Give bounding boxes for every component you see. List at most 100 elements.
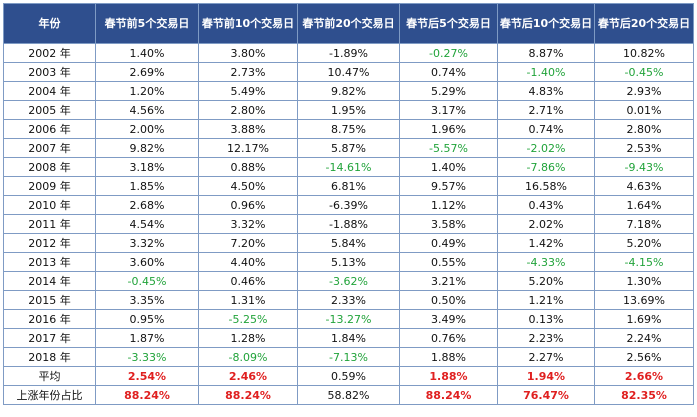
- value-cell-pre-20: 5.13%: [297, 252, 400, 272]
- value-cell-post-20: 2.56%: [594, 347, 694, 367]
- summary-value-post-10: 1.94%: [497, 366, 595, 386]
- value-cell-post-5: 0.50%: [399, 290, 498, 310]
- year-cell: 2015 年: [3, 290, 96, 310]
- value-cell-pre-20: -6.39%: [297, 195, 400, 215]
- value-cell-pre-20: 8.75%: [297, 119, 400, 139]
- value-cell-post-20: -4.15%: [594, 252, 694, 272]
- table-row: 2006 年 2.00% 3.88% 8.75% 1.96% 0.74% 2.80%: [3, 119, 694, 139]
- summary-value-post-10: 76.47%: [497, 385, 595, 405]
- year-cell: 2016 年: [3, 309, 96, 329]
- table-header: 年份 春节前5个交易日 春节前10个交易日 春节前20个交易日 春节后5个交易日…: [3, 3, 694, 44]
- value-cell-pre-20: -13.27%: [297, 309, 400, 329]
- value-cell-pre-20: 10.47%: [297, 62, 400, 82]
- value-cell-pre-10: 1.28%: [198, 328, 298, 348]
- year-cell: 2008 年: [3, 157, 96, 177]
- value-cell-post-10: 4.83%: [497, 81, 595, 101]
- value-cell-post-20: 1.30%: [594, 271, 694, 291]
- table-row: 2017 年 1.87% 1.28% 1.84% 0.76% 2.23% 2.24%: [3, 328, 694, 348]
- value-cell-post-10: -1.40%: [497, 62, 595, 82]
- summary-value-pre-20: 0.59%: [297, 366, 400, 386]
- returns-table: 年份 春节前5个交易日 春节前10个交易日 春节前20个交易日 春节后5个交易日…: [3, 3, 694, 405]
- value-cell-post-10: 8.87%: [497, 43, 595, 63]
- table-row: 2016 年 0.95% -5.25% -13.27% 3.49% 0.13% 1.69%: [3, 309, 694, 329]
- value-cell-pre-5: 9.82%: [95, 138, 199, 158]
- value-cell-post-10: -4.33%: [497, 252, 595, 272]
- table-row: 2011 年 4.54% 3.32% -1.88% 3.58% 2.02% 7.18%: [3, 214, 694, 234]
- year-cell: 2012 年: [3, 233, 96, 253]
- header-post-5: 春节后5个交易日: [399, 3, 498, 44]
- value-cell-post-20: 10.82%: [594, 43, 694, 63]
- value-cell-post-5: 9.57%: [399, 176, 498, 196]
- value-cell-post-10: -2.02%: [497, 138, 595, 158]
- average-row: 平均 2.54% 2.46% 0.59% 1.88% 1.94% 2.66%: [3, 366, 694, 386]
- value-cell-pre-5: 1.87%: [95, 328, 199, 348]
- summary-value-pre-10: 88.24%: [198, 385, 298, 405]
- value-cell-pre-20: 6.81%: [297, 176, 400, 196]
- value-cell-pre-10: 4.40%: [198, 252, 298, 272]
- value-cell-post-5: 3.17%: [399, 100, 498, 120]
- table-row: 2003 年 2.69% 2.73% 10.47% 0.74% -1.40% -0.45%: [3, 62, 694, 82]
- value-cell-pre-20: 2.33%: [297, 290, 400, 310]
- value-cell-post-5: 3.49%: [399, 309, 498, 329]
- value-cell-pre-10: 2.80%: [198, 100, 298, 120]
- value-cell-post-20: 4.63%: [594, 176, 694, 196]
- table-row: 2009 年 1.85% 4.50% 6.81% 9.57% 16.58% 4.63%: [3, 176, 694, 196]
- header-year: 年份: [3, 3, 96, 44]
- value-cell-post-20: 2.24%: [594, 328, 694, 348]
- value-cell-pre-10: 0.96%: [198, 195, 298, 215]
- value-cell-pre-10: 3.88%: [198, 119, 298, 139]
- value-cell-pre-5: 0.95%: [95, 309, 199, 329]
- value-cell-post-5: 1.96%: [399, 119, 498, 139]
- value-cell-pre-10: 4.50%: [198, 176, 298, 196]
- value-cell-post-20: -0.45%: [594, 62, 694, 82]
- up-ratio-row: 上涨年份占比 88.24% 88.24% 58.82% 88.24% 76.47% 82.3…: [3, 385, 694, 405]
- table-row: 2014 年 -0.45% 0.46% -3.62% 3.21% 5.20% 1.30%: [3, 271, 694, 291]
- value-cell-pre-5: 2.69%: [95, 62, 199, 82]
- summary-value-pre-10: 2.46%: [198, 366, 298, 386]
- value-cell-post-10: 2.71%: [497, 100, 595, 120]
- year-cell: 2010 年: [3, 195, 96, 215]
- value-cell-pre-5: 1.85%: [95, 176, 199, 196]
- year-cell: 2005 年: [3, 100, 96, 120]
- value-cell-pre-10: 0.88%: [198, 157, 298, 177]
- year-cell: 2018 年: [3, 347, 96, 367]
- value-cell-pre-5: 4.54%: [95, 214, 199, 234]
- value-cell-post-10: 1.21%: [497, 290, 595, 310]
- value-cell-pre-5: 1.20%: [95, 81, 199, 101]
- value-cell-pre-5: 3.35%: [95, 290, 199, 310]
- year-cell: 2017 年: [3, 328, 96, 348]
- value-cell-post-5: -0.27%: [399, 43, 498, 63]
- value-cell-post-5: 5.29%: [399, 81, 498, 101]
- value-cell-post-5: 0.49%: [399, 233, 498, 253]
- value-cell-pre-5: 2.68%: [95, 195, 199, 215]
- summary-value-post-5: 1.88%: [399, 366, 498, 386]
- header-pre-5: 春节前5个交易日: [95, 3, 199, 44]
- value-cell-pre-5: 3.18%: [95, 157, 199, 177]
- table-body: 2002 年 1.40% 3.80% -1.89% -0.27% 8.87% 10.82% 2…: [3, 43, 694, 405]
- value-cell-pre-20: -7.13%: [297, 347, 400, 367]
- summary-label: 平均: [3, 366, 96, 386]
- year-cell: 2013 年: [3, 252, 96, 272]
- summary-label: 上涨年份占比: [3, 385, 96, 405]
- table-row: 2012 年 3.32% 7.20% 5.84% 0.49% 1.42% 5.20%: [3, 233, 694, 253]
- value-cell-pre-20: -3.62%: [297, 271, 400, 291]
- year-cell: 2011 年: [3, 214, 96, 234]
- value-cell-post-5: 0.76%: [399, 328, 498, 348]
- value-cell-post-5: 3.21%: [399, 271, 498, 291]
- value-cell-pre-5: 3.60%: [95, 252, 199, 272]
- table-row: 2005 年 4.56% 2.80% 1.95% 3.17% 2.71% 0.01%: [3, 100, 694, 120]
- value-cell-pre-10: 3.32%: [198, 214, 298, 234]
- year-cell: 2007 年: [3, 138, 96, 158]
- value-cell-post-20: 2.80%: [594, 119, 694, 139]
- value-cell-pre-5: 3.32%: [95, 233, 199, 253]
- value-cell-post-20: 1.69%: [594, 309, 694, 329]
- value-cell-post-10: 0.43%: [497, 195, 595, 215]
- value-cell-pre-20: -14.61%: [297, 157, 400, 177]
- value-cell-post-10: -7.86%: [497, 157, 595, 177]
- value-cell-pre-20: 5.87%: [297, 138, 400, 158]
- value-cell-post-5: 0.55%: [399, 252, 498, 272]
- value-cell-post-20: 13.69%: [594, 290, 694, 310]
- header-pre-20: 春节前20个交易日: [297, 3, 400, 44]
- table-row: 2007 年 9.82% 12.17% 5.87% -5.57% -2.02% 2.53%: [3, 138, 694, 158]
